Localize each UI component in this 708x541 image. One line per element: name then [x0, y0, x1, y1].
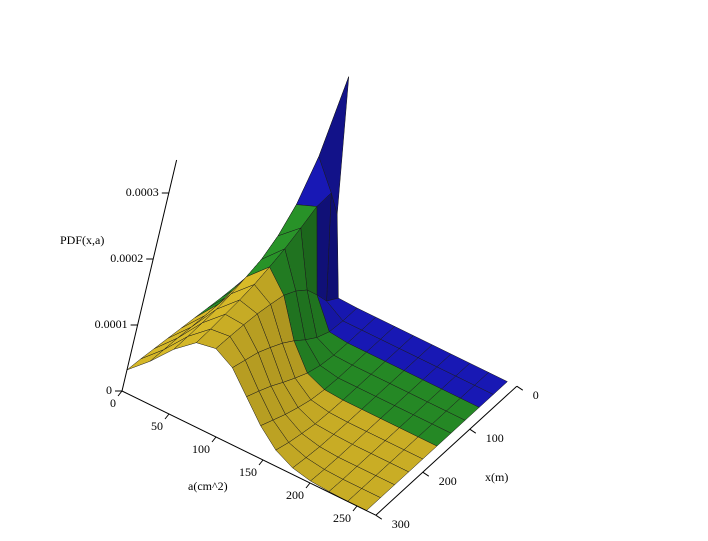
x-tick-label: 200 [439, 474, 457, 488]
x-tick-label: 0 [533, 388, 539, 402]
a-axis-title: a(cm^2) [188, 479, 228, 493]
a-tick-label: 50 [151, 419, 163, 433]
z-axis [121, 159, 178, 392]
a-tick [305, 482, 311, 489]
axes: 0 0.0001 0.0002 0.0003 0 50 100 150 200 250 0 100 20… [95, 159, 539, 531]
a-tick [211, 436, 217, 443]
a-axis [121, 390, 377, 516]
a-tick-label: 150 [239, 465, 257, 479]
a-tick-label: 0 [110, 396, 116, 410]
a-tick-label: 100 [192, 442, 210, 456]
z-tick-label: 0.0001 [95, 317, 128, 331]
x-tick [516, 385, 524, 391]
a-tick-label: 200 [286, 488, 304, 502]
z-tick-label: 0.0003 [126, 185, 159, 199]
a-tick [352, 505, 358, 512]
x-tick [469, 428, 477, 434]
a-tick-label: 250 [333, 511, 351, 525]
x-tick-label: 100 [486, 431, 504, 445]
x-axis-title: x(m) [485, 470, 508, 484]
z-tick-label: 0.0002 [110, 251, 143, 265]
x-tick-label: 300 [392, 517, 410, 531]
z-axis-title: PDF(x,a) [60, 233, 104, 247]
a-tick [258, 459, 264, 466]
x-tick [422, 471, 430, 477]
x-tick [375, 514, 383, 520]
a-tick [117, 390, 123, 397]
surface [126, 76, 508, 511]
z-tick-label: 0 [106, 383, 112, 397]
x-axis [375, 385, 518, 516]
a-tick [164, 413, 170, 420]
